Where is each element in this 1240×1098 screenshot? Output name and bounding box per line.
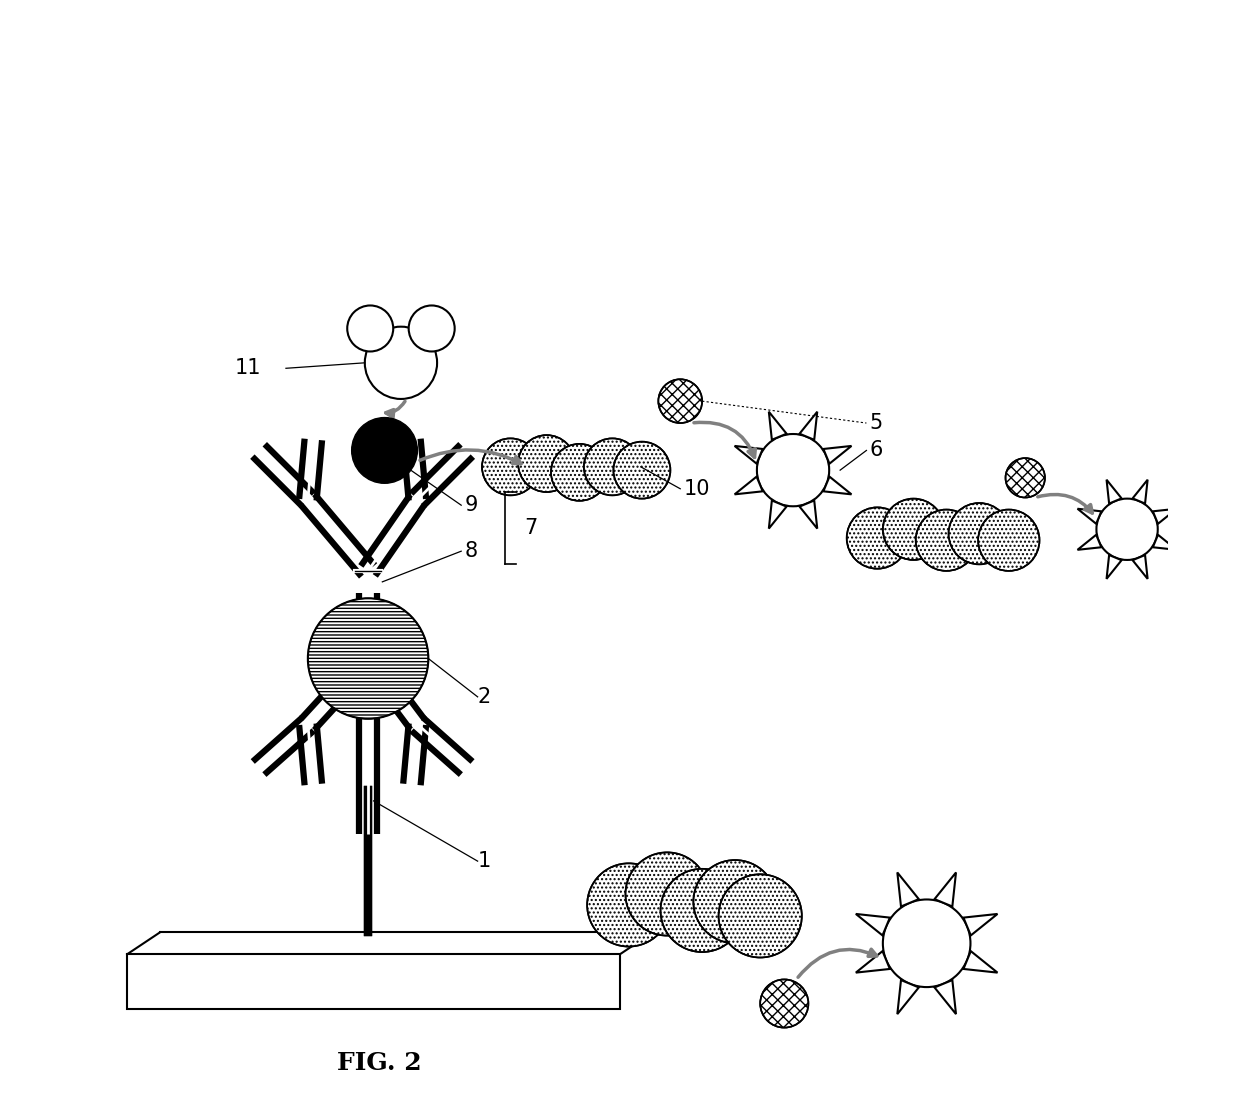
Circle shape <box>915 509 977 571</box>
Circle shape <box>588 863 671 946</box>
Polygon shape <box>800 501 817 528</box>
Polygon shape <box>898 873 919 907</box>
Text: 6: 6 <box>869 440 883 460</box>
Circle shape <box>949 503 1009 564</box>
Polygon shape <box>734 477 763 494</box>
FancyArrowPatch shape <box>694 423 755 458</box>
Polygon shape <box>1132 480 1148 504</box>
Circle shape <box>1006 458 1045 497</box>
Polygon shape <box>1106 554 1122 579</box>
Text: 2: 2 <box>477 687 491 707</box>
Text: 11: 11 <box>234 358 260 379</box>
FancyArrowPatch shape <box>1038 494 1092 513</box>
Polygon shape <box>856 951 890 973</box>
Circle shape <box>661 869 744 952</box>
Circle shape <box>614 441 671 498</box>
FancyArrowPatch shape <box>420 450 521 463</box>
Circle shape <box>658 379 702 423</box>
FancyArrowPatch shape <box>386 402 405 417</box>
Circle shape <box>347 305 393 351</box>
Circle shape <box>1096 498 1158 560</box>
Text: 9: 9 <box>465 495 477 515</box>
Circle shape <box>760 979 808 1028</box>
Circle shape <box>352 417 418 483</box>
Polygon shape <box>963 951 997 973</box>
Circle shape <box>308 598 428 719</box>
Circle shape <box>883 899 971 987</box>
Polygon shape <box>935 981 956 1015</box>
Polygon shape <box>800 412 817 440</box>
Polygon shape <box>769 501 786 528</box>
Circle shape <box>482 438 539 495</box>
Circle shape <box>365 327 436 399</box>
Circle shape <box>551 444 608 501</box>
Circle shape <box>584 438 641 495</box>
Polygon shape <box>1078 508 1101 524</box>
Polygon shape <box>1132 554 1148 579</box>
Circle shape <box>693 860 776 943</box>
Text: 7: 7 <box>525 518 538 538</box>
Polygon shape <box>823 477 852 494</box>
Polygon shape <box>1153 535 1177 550</box>
Polygon shape <box>898 981 919 1015</box>
Bar <box>128 954 620 1009</box>
Text: 1: 1 <box>477 851 491 871</box>
Circle shape <box>847 507 908 569</box>
Polygon shape <box>935 873 956 907</box>
Polygon shape <box>823 446 852 463</box>
Circle shape <box>625 852 709 935</box>
Text: FIG. 2: FIG. 2 <box>337 1051 422 1075</box>
FancyArrowPatch shape <box>799 949 877 977</box>
Polygon shape <box>769 412 786 440</box>
Polygon shape <box>963 914 997 935</box>
Polygon shape <box>734 446 763 463</box>
Text: 8: 8 <box>465 541 477 561</box>
Circle shape <box>518 435 575 492</box>
Circle shape <box>756 434 830 506</box>
Polygon shape <box>1078 535 1101 550</box>
Circle shape <box>883 498 944 560</box>
Circle shape <box>978 509 1039 571</box>
Text: 10: 10 <box>683 479 711 498</box>
Polygon shape <box>1106 480 1122 504</box>
Polygon shape <box>1153 508 1177 524</box>
Polygon shape <box>856 914 890 935</box>
Circle shape <box>409 305 455 351</box>
Circle shape <box>718 874 802 957</box>
Text: 5: 5 <box>869 413 883 433</box>
